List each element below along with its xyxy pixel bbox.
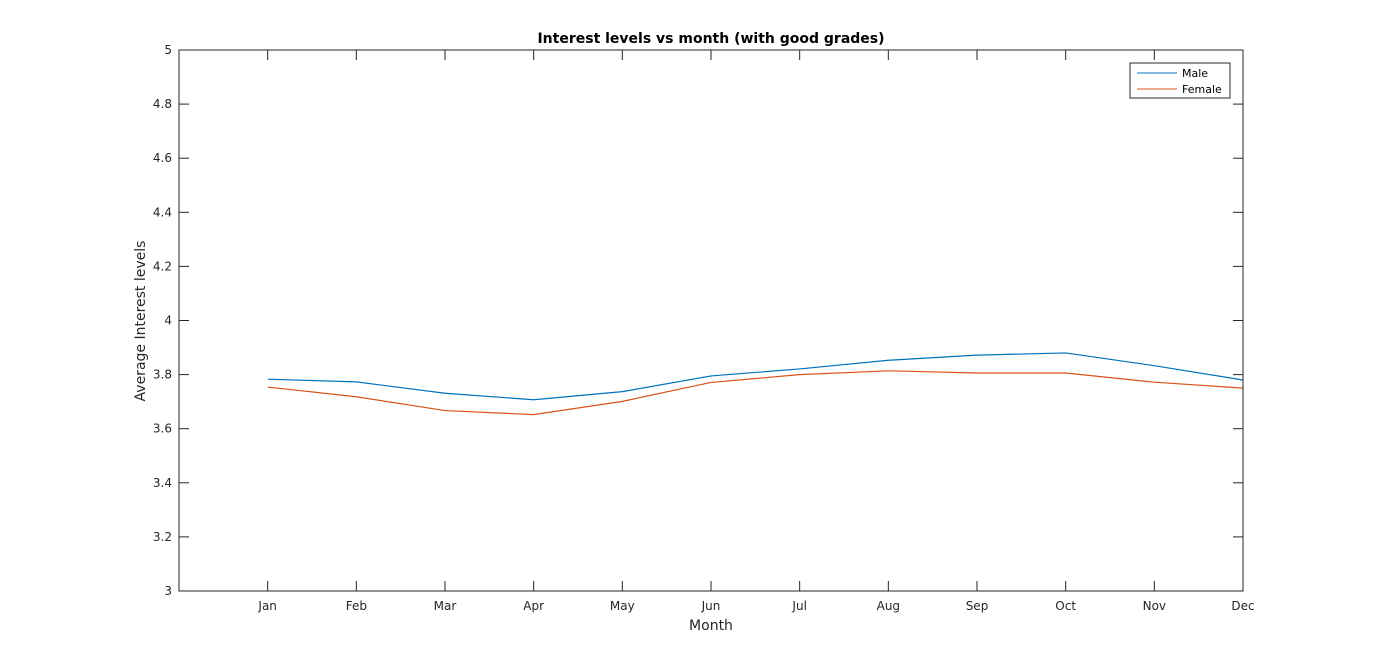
x-tick-label: Jun [701,599,721,613]
axes-box [178,49,1244,592]
legend-label-male: Male [1182,67,1208,80]
y-tick-label: 4.8 [153,97,172,111]
y-tick-label: 4.2 [153,259,172,273]
y-tick-label: 3.4 [153,476,172,490]
x-tick-label: Sep [966,599,989,613]
legend-label-female: Female [1182,83,1222,96]
y-tick-label: 3.6 [153,422,172,436]
y-axis-label: Average Interest levels [133,241,149,402]
y-tick-label: 4 [164,314,172,328]
y-tick-label: 3 [164,584,172,598]
series-line-female [267,370,1244,416]
x-axis-label: Month [689,618,733,634]
legend: Male Female [1129,62,1231,99]
x-tick-label: Oct [1055,599,1076,613]
y-tick-label: 3.8 [153,368,172,382]
x-tick-label: Apr [523,599,544,613]
y-tick-label: 4.6 [153,151,172,165]
x-tick-label: Feb [346,599,367,613]
y-tick-label: 5 [164,43,172,57]
x-tick-label: May [610,599,635,613]
plot-area [179,50,1243,591]
y-tick-label: 4.4 [153,205,172,219]
x-tick-label: Jul [791,599,806,613]
x-tick-label: Aug [877,599,900,613]
chart-title: Interest levels vs month (with good grad… [537,31,884,47]
x-tick-label: Jan [257,599,277,613]
series-line-male [267,352,1244,401]
ticks-layer: Jan Feb Mar Apr May Jun Jul Aug Sep Oct Nov Dec 3 3.2… [153,43,1255,613]
x-tick-label: Nov [1143,599,1166,613]
series-layer [267,352,1244,416]
x-tick-label: Dec [1231,599,1254,613]
x-tick-label: Mar [434,599,457,613]
legend-box [1129,62,1231,99]
y-tick-label: 3.2 [153,530,172,544]
